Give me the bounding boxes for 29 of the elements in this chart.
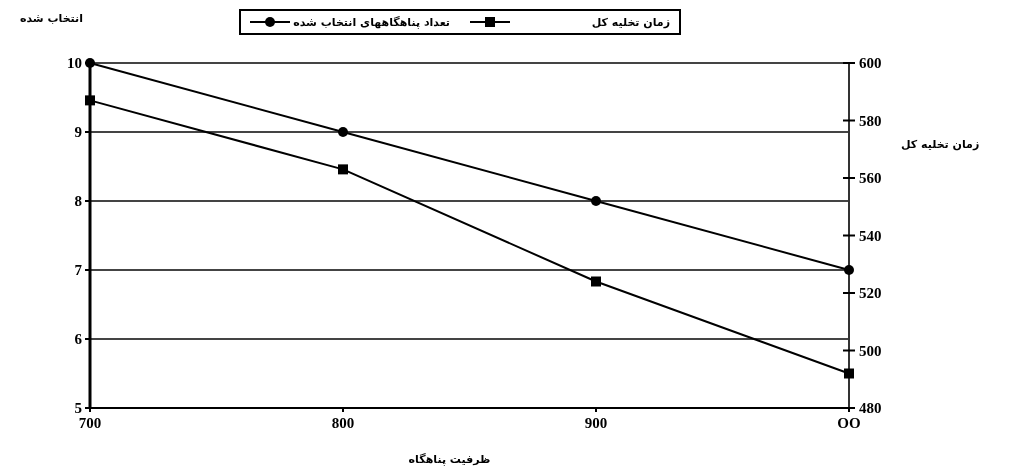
y2-tick-label: 540 (859, 227, 882, 244)
point (338, 164, 348, 175)
y-axis-title: انتخاب شده (20, 12, 83, 25)
point (844, 265, 854, 275)
y2-tick-label: 600 (859, 55, 882, 72)
legend-label: تعداد پناهگاههای انتخاب شده (293, 15, 450, 29)
y2-tick-label: 480 (859, 400, 882, 417)
y2-axis-title: زمان تخلیه کل (901, 138, 980, 151)
y2-tick-label: 500 (859, 342, 882, 359)
point (338, 127, 348, 137)
y-tick-label: 5 (74, 400, 82, 417)
x-tick-label: 700 (78, 415, 102, 431)
y2-tick-label: 560 (859, 170, 882, 187)
x-axis-title: ظرفیت پناهگاه (408, 453, 491, 466)
point (591, 276, 601, 287)
y2-tick-label: 580 (859, 112, 882, 129)
point (85, 95, 95, 106)
y-tick-label: 7 (74, 262, 83, 279)
y-tick-label: 10 (67, 55, 82, 72)
x-tick-label: OO (837, 415, 861, 431)
text: زمان تخلیه کل (591, 15, 670, 29)
y-tick-label: 6 (74, 331, 83, 348)
y-tick-label: 8 (74, 193, 82, 210)
y2-tick-label: 520 (859, 285, 882, 302)
point (591, 196, 601, 206)
y-tick-label: 9 (74, 124, 82, 141)
x-tick-label: 800 (331, 415, 355, 431)
x-tick-label: 900 (584, 415, 608, 431)
point (844, 368, 854, 379)
